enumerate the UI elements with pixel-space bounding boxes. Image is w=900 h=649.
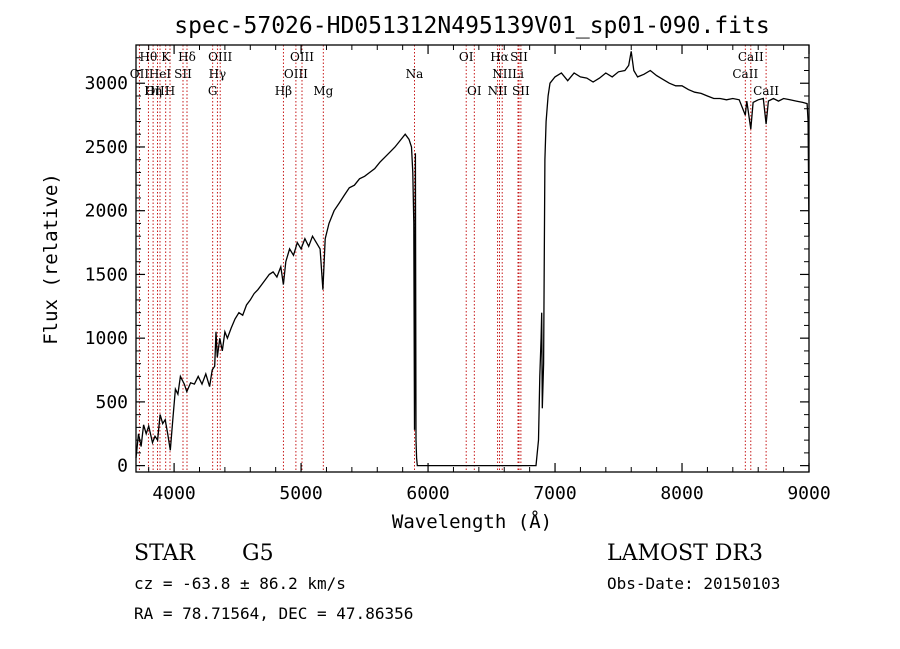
spectral-line-label-20: SII <box>510 50 528 64</box>
spectral-line-label-2: OIII <box>145 84 169 98</box>
chart-title: spec-57026-HD051312N495139V01_sp01-090.f… <box>174 13 769 39</box>
x-tick-label-0: 4000 <box>152 483 195 504</box>
object-subclass: G5 <box>242 541 274 566</box>
y-tick-label-0: 0 <box>117 456 128 477</box>
spectral-line-label-25: CaII <box>738 50 764 64</box>
spectral-line-label-12: OIII <box>290 50 314 64</box>
spectral-line-label-18: OI <box>467 84 482 98</box>
spectral-line-label-0: Hθ <box>140 50 158 64</box>
spectral-line-label-22: Li <box>512 67 524 81</box>
y-axis-ticks: 0 500 1000 1500 2000 2500 3000 <box>85 57 809 477</box>
spectral-line-label-6: SII <box>174 67 192 81</box>
coordinates-readout: RA = 78.71564, DEC = 47.86356 <box>134 604 413 623</box>
spectral-line-label-27: CaII <box>753 84 779 98</box>
spectral-line-label-4: K <box>161 50 171 64</box>
obs-date: Obs-Date: 20150103 <box>607 574 780 593</box>
spectral-line-label-8: Hδ <box>178 50 196 64</box>
survey-name: LAMOST DR3 <box>607 541 763 566</box>
spectral-line-markers <box>138 45 767 472</box>
y-tick-label-5: 2500 <box>85 137 128 158</box>
spectral-line-label-19: Hα <box>490 50 509 64</box>
x-tick-label-4: 8000 <box>660 483 703 504</box>
flux-series-line <box>135 51 810 467</box>
y-axis-label: Flux (relative) <box>40 173 62 345</box>
x-tick-label-3: 7000 <box>533 483 576 504</box>
object-class: STAR <box>134 541 196 566</box>
x-tick-label-2: 6000 <box>406 483 449 504</box>
y-tick-label-1: 500 <box>95 392 128 413</box>
x-tick-label-5: 9000 <box>787 483 830 504</box>
spectral-line-label-10: Hγ <box>209 67 227 81</box>
spectral-line-label-3: Hη <box>144 84 162 98</box>
spectral-line-label-7: H <box>165 84 175 98</box>
x-axis-label: Wavelength (Å) <box>392 510 552 533</box>
spectral-line-label-14: Hβ <box>275 84 292 98</box>
spectral-line-label-21: NII <box>492 67 512 81</box>
spectral-line-label-13: OIII <box>284 67 308 81</box>
x-axis-ticks: 4000 5000 6000 7000 8000 9000 <box>148 45 831 504</box>
spectral-line-label-17: OI <box>459 50 474 64</box>
spectral-line-label-16: Na <box>406 67 424 81</box>
spectral-line-label-26: CaII <box>732 67 758 81</box>
x-tick-label-1: 5000 <box>279 483 322 504</box>
spectral-line-label-9: OIII <box>208 50 232 64</box>
plot-frame <box>135 44 810 473</box>
y-tick-label-3: 1500 <box>85 264 128 285</box>
spectral-line-label-11: G <box>208 84 218 98</box>
spectral-line-label-15: Mg <box>313 84 333 98</box>
spectral-line-label-1: OII <box>130 67 150 81</box>
spectral-line-label-24: SII <box>512 84 530 98</box>
y-tick-label-2: 1000 <box>85 328 128 349</box>
spectral-line-label-23: NII <box>488 84 508 98</box>
spectral-line-label-5: HeI <box>149 67 172 81</box>
velocity-readout: cz = -63.8 ± 86.2 km/s <box>134 574 346 593</box>
y-tick-label-4: 2000 <box>85 201 128 222</box>
y-tick-label-6: 3000 <box>85 73 128 94</box>
